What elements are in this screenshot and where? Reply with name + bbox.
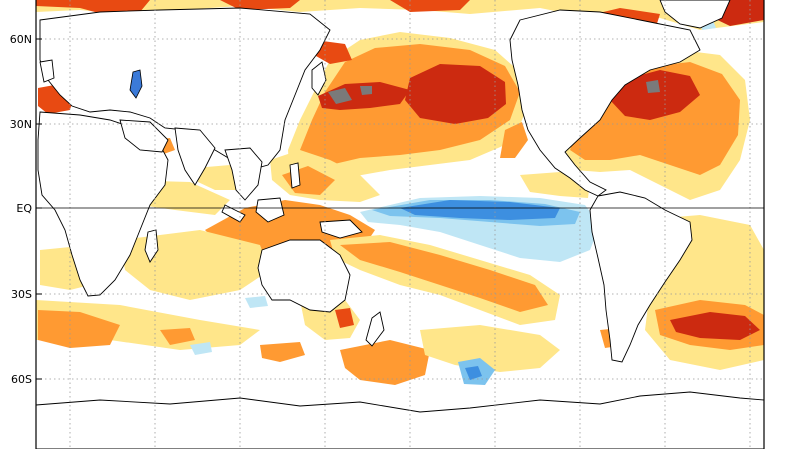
philippines (289, 162, 301, 189)
gulf-stream-peak (646, 80, 660, 93)
southern-ocean-pacific (420, 325, 560, 372)
caspian-sea (129, 69, 143, 99)
new-guinea (319, 219, 363, 239)
land-layer (35, 0, 765, 449)
anomaly-layer (36, 0, 764, 385)
lat-label-30n: 30N (10, 118, 32, 131)
lat-labels: 60N 30N EQ 30S 60S (10, 33, 33, 386)
south-indian-cool-2 (245, 296, 268, 308)
southern-cool-core (465, 366, 482, 380)
arctic-warm-core-2 (220, 0, 300, 10)
equatorial-cool-core (400, 200, 560, 220)
south-america (589, 191, 693, 363)
south-atlantic-core (670, 312, 760, 340)
southern-ocean-warm-core (340, 340, 430, 385)
kuroshio-peak (328, 88, 352, 104)
subtropic-east-pacific (500, 122, 528, 158)
lat-label-60s: 60S (11, 373, 32, 386)
lat-label-60n: 60N (10, 33, 32, 46)
indian-cool-spot (190, 342, 212, 355)
australia (257, 239, 351, 313)
japan (311, 61, 327, 96)
arctic-warm-band (36, 0, 764, 30)
south-indian-warm-patch (160, 328, 195, 345)
lat-label-30s: 30S (11, 288, 32, 301)
borneo (255, 197, 285, 223)
north-atlantic-core (610, 70, 700, 120)
lat-ticks (36, 38, 42, 380)
south-africa-warm (38, 310, 120, 348)
india (174, 127, 216, 186)
north-pacific-core (405, 64, 506, 124)
tasman-core (335, 308, 354, 328)
south-of-nz-warm (260, 342, 305, 362)
nw-pacific-warm (315, 40, 352, 64)
uk (39, 59, 55, 83)
arabia (119, 119, 169, 153)
kuroshio-peak-2 (360, 86, 372, 95)
south-pacific-mid (340, 242, 548, 312)
new-zealand (365, 311, 385, 347)
southeast-asia (224, 147, 263, 201)
greenland (659, 0, 731, 29)
graticule (36, 0, 764, 449)
north-america (509, 9, 701, 197)
lat-label-eq: EQ (16, 202, 32, 215)
